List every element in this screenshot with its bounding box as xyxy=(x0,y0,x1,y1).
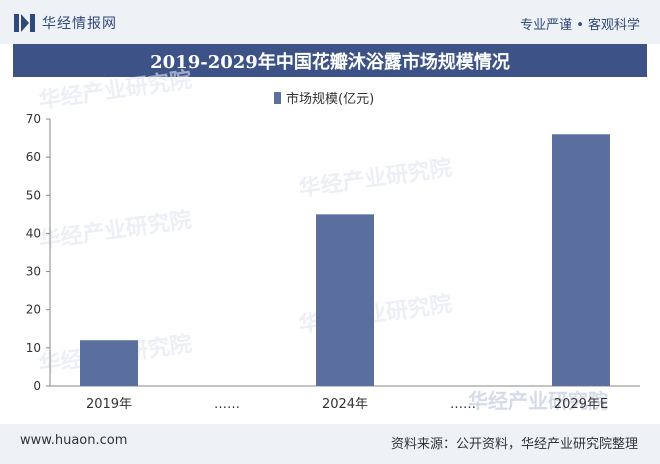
brand-logo-icon xyxy=(14,14,35,32)
y-tick-label: 50 xyxy=(26,188,41,202)
y-tick-label: 30 xyxy=(26,265,41,279)
x-tick-label: …… xyxy=(214,397,240,412)
slogan: 专业严谨 • 客观科学 xyxy=(520,18,640,33)
y-tick-label: 0 xyxy=(33,379,41,393)
legend-swatch xyxy=(274,91,281,104)
bar xyxy=(316,214,374,386)
x-tick-label: 2024年 xyxy=(322,397,368,412)
watermark-text: 华经产业研究院 xyxy=(37,207,193,254)
chart-title: 2019-2029年中国花瓣沐浴露市场规模情况 xyxy=(13,44,647,77)
y-tick-label: 60 xyxy=(26,150,41,164)
chart-legend: 市场规模(亿元) xyxy=(274,88,374,107)
watermark-text: 华经产业研究院 xyxy=(297,155,453,202)
bar xyxy=(80,340,138,386)
y-tick-label: 10 xyxy=(26,341,41,355)
brand-logo: 华经情报网 xyxy=(14,13,117,33)
watermark-text: 华经产业研究院 xyxy=(37,67,193,114)
data-source: 资料来源：公开资料，华经产业研究院整理 xyxy=(390,437,638,452)
y-tick-label: 20 xyxy=(26,303,41,317)
x-tick-label: 2019年 xyxy=(86,397,132,412)
website-url[interactable]: www.huaon.com xyxy=(20,433,128,448)
footer-bar: www.huaon.com 资料来源：公开资料，华经产业研究院整理 xyxy=(0,424,660,464)
y-tick-label: 70 xyxy=(26,112,41,126)
x-tick-label: 2029年E xyxy=(554,397,608,412)
y-tick-label: 40 xyxy=(26,226,41,240)
header-bar: 华经情报网 专业严谨 • 客观科学 xyxy=(0,0,660,44)
brand-name: 华经情报网 xyxy=(42,16,117,32)
bar xyxy=(552,134,610,386)
x-tick-label: …… xyxy=(450,397,476,412)
legend-label: 市场规模(亿元) xyxy=(286,92,375,107)
watermark-text: 华经产业研究院 xyxy=(468,389,608,413)
